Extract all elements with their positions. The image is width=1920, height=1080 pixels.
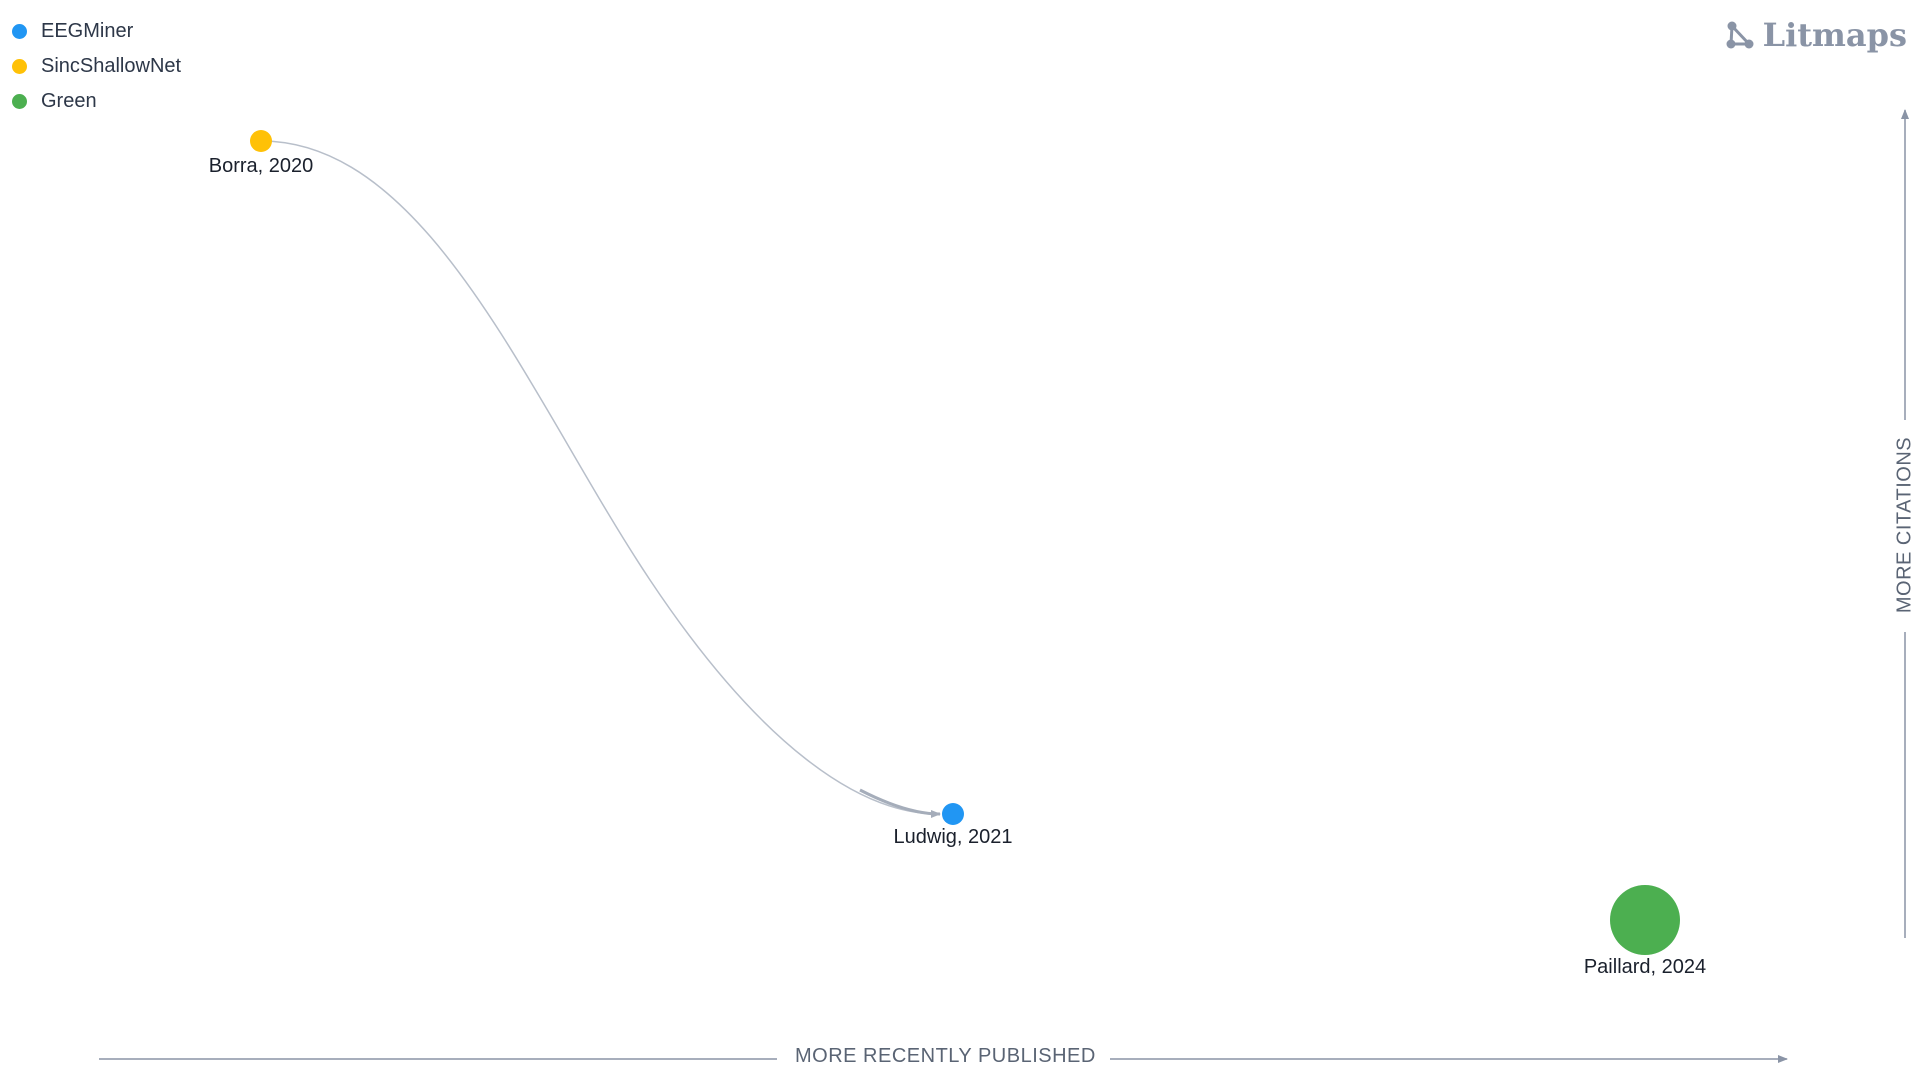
legend-item-sincshallownet[interactable]: SincShallowNet: [12, 49, 181, 84]
legend-item-eegminer[interactable]: EEGMiner: [12, 14, 181, 49]
legend-item-green[interactable]: Green: [12, 84, 181, 119]
citation-link[interactable]: [260, 140, 941, 815]
legend: EEGMiner SincShallowNet Green: [12, 14, 181, 119]
legend-dot: [12, 24, 27, 39]
legend-dot: [12, 94, 27, 109]
legend-label: EEGMiner: [41, 20, 134, 42]
citation-link-arrow-segment: [859, 788, 941, 818]
paper-node-borra-2020[interactable]: [250, 130, 272, 152]
legend-label: SincShallowNet: [41, 55, 182, 77]
legend-label: Green: [41, 90, 97, 112]
node-label-paillard[interactable]: Paillard, 2024: [1583, 956, 1707, 978]
legend-dot: [12, 59, 27, 74]
paper-node-paillard-2024[interactable]: [1610, 885, 1680, 955]
node-label-borra[interactable]: Borra, 2020: [208, 155, 314, 177]
paper-node-ludwig-2021[interactable]: [942, 803, 964, 825]
litmaps-logo[interactable]: Litmaps: [1723, 16, 1907, 54]
logo-text: Litmaps: [1762, 16, 1907, 54]
x-axis-label: MORE RECENTLY PUBLISHED: [795, 1045, 1096, 1067]
y-axis-label: MORE CITATIONS: [1893, 436, 1916, 614]
litmaps-logo-icon: [1726, 21, 1754, 49]
node-label-ludwig[interactable]: Ludwig, 2021: [893, 826, 1013, 848]
